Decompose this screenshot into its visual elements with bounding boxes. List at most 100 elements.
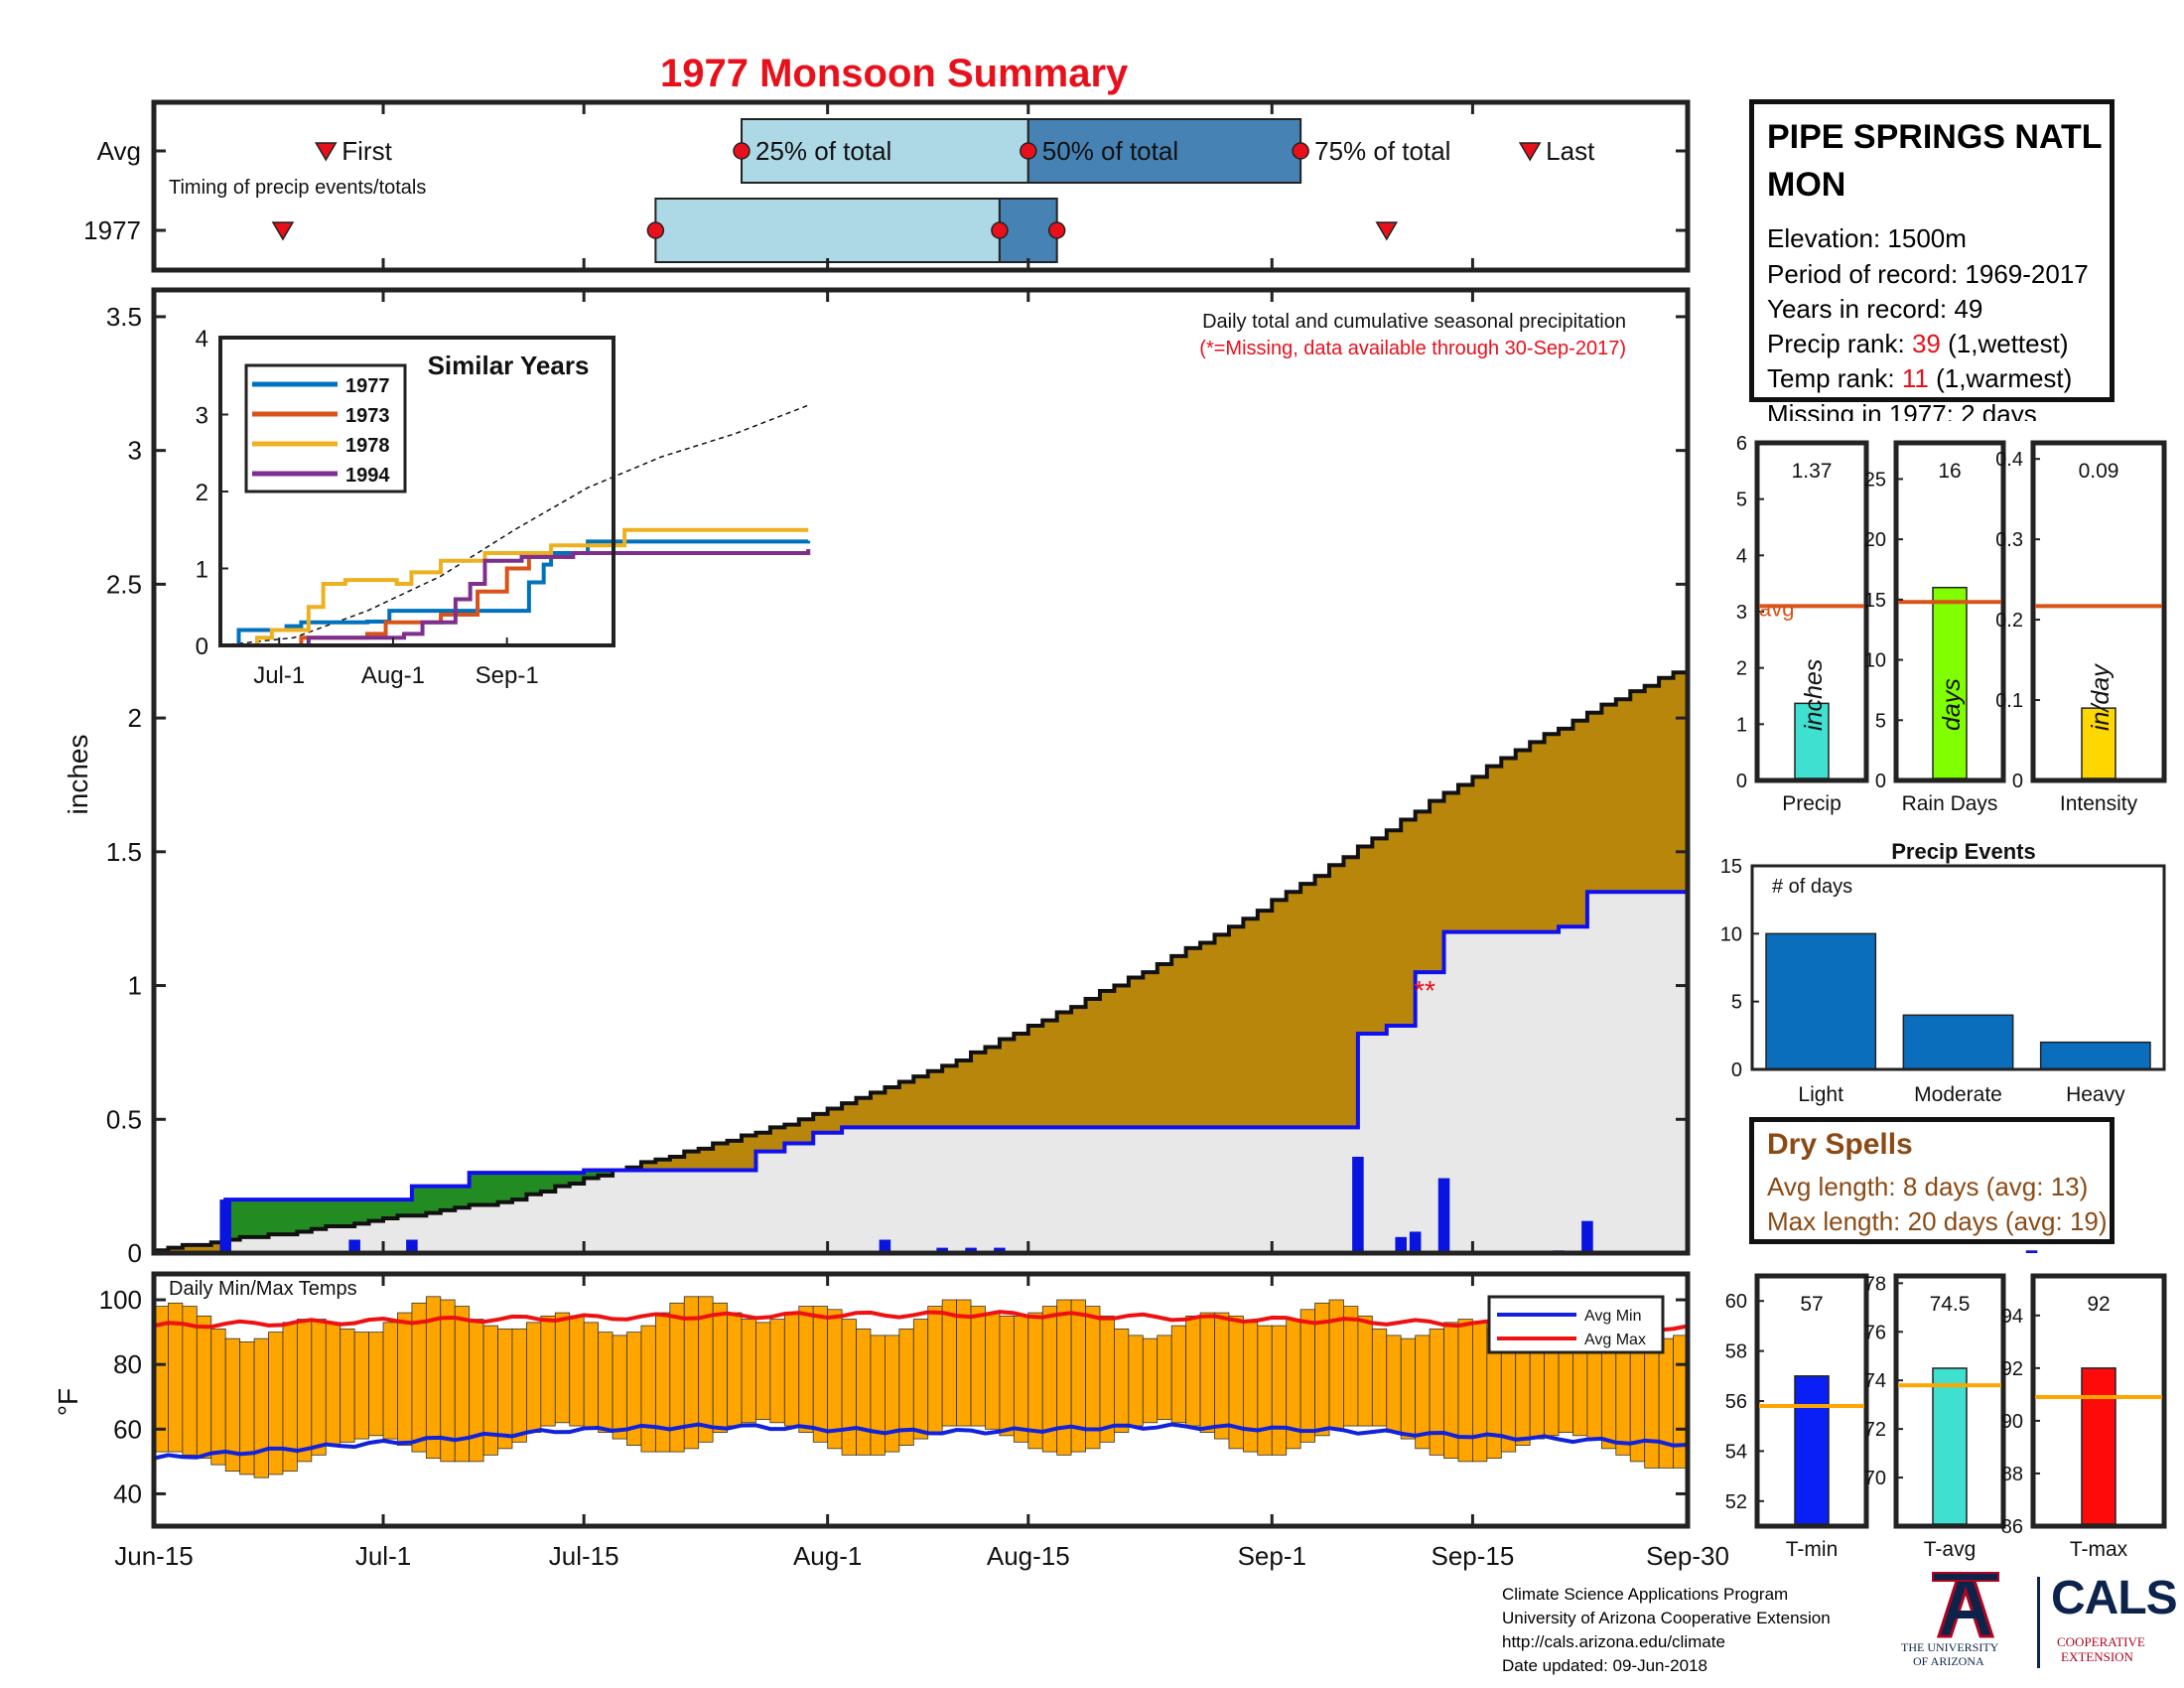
inset-legend-box	[244, 363, 407, 493]
daily-temp-bar	[469, 1319, 484, 1463]
precip-total-ytick-label: 5	[1736, 490, 1747, 511]
timing-row-label: Avg	[97, 136, 141, 166]
daily-precip-bar	[348, 1239, 360, 1253]
temp-ylabel: °F	[53, 1388, 83, 1416]
precip-missing-note: (*=Missing, data available through 30-Se…	[1199, 338, 1626, 359]
intensity-ytick-label: 0.3	[1995, 529, 2023, 551]
inset-ytick-label: 3	[196, 403, 208, 430]
event-bar-heavy	[2039, 1041, 2151, 1070]
daily-temp-bar	[1056, 1299, 1072, 1456]
y1977-cumulative-line	[154, 890, 1688, 1255]
daily-temp-bar	[397, 1312, 413, 1446]
station-temp-rank: Temp rank: 11 (1,warmest)	[1767, 363, 2072, 394]
daily-temp-bar	[927, 1306, 943, 1433]
rain-days-ytick-label: 25	[1864, 469, 1886, 491]
events-ytick-label: 15	[1720, 856, 1742, 878]
t-max-bar	[2081, 1367, 2116, 1525]
temp-ytick-label: 100	[99, 1285, 142, 1315]
rain-days-category-label: Rain Days	[1902, 792, 1998, 815]
t-avg-frame	[1893, 1273, 2006, 1529]
daily-temp-bar	[368, 1332, 384, 1437]
inset-ytick-label: 4	[196, 326, 208, 352]
daily-temp-bar	[353, 1332, 369, 1440]
daily-precip-bar	[1395, 1236, 1407, 1253]
t-max-frame	[2030, 1273, 2167, 1529]
daily-temp-bar	[1242, 1322, 1259, 1453]
precip-rank-value: 39	[1911, 329, 1941, 358]
daily-temp-bar	[1644, 1335, 1660, 1469]
precip-total-ytick-label: 0	[1736, 771, 1747, 792]
t-max-ytick-label: 88	[2001, 1464, 2023, 1485]
temp-ytick-label: 40	[113, 1478, 142, 1508]
ua-a-icon	[1932, 1572, 1999, 1638]
t-avg-bar	[1932, 1367, 1968, 1525]
t-max-ytick-label: 90	[2001, 1411, 2023, 1433]
daily-precip-bar	[936, 1247, 948, 1253]
daily-precip-bar	[1581, 1220, 1593, 1253]
station-period: Period of record: 1969-2017	[1767, 259, 2089, 289]
logo-divider	[2037, 1577, 2040, 1668]
daily-temp-bar	[1027, 1312, 1043, 1450]
daily-temp-bar	[268, 1332, 284, 1476]
t-min-ytick-label: 54	[1725, 1441, 1747, 1463]
daily-temp-bar	[210, 1328, 226, 1466]
timing-p25-label: 25% of total	[755, 136, 891, 166]
inset-ytick-label: 1	[196, 557, 208, 584]
daily-temp-bar	[1199, 1312, 1215, 1433]
daily-temp-bar	[497, 1328, 513, 1450]
temp-ytick-label: 60	[113, 1414, 142, 1444]
date-tick-label: Sep-15	[1431, 1541, 1514, 1571]
avg-max-line	[153, 1310, 1689, 1333]
daily-temp-bar	[1457, 1319, 1473, 1463]
footer-line-1: Climate Science Applications Program	[1502, 1585, 1789, 1604]
dry-spells-title: Dry Spells	[1767, 1128, 1913, 1161]
avg-cumulative-area	[154, 666, 1688, 1253]
precip-ytick-label: 0	[128, 1238, 142, 1268]
daily-temp-bar	[411, 1302, 427, 1453]
daily-temp-bar	[856, 1328, 872, 1456]
precip-total-ytick-label: 3	[1736, 602, 1747, 624]
precip-total-unit-label: inches	[1800, 659, 1828, 731]
precip-total-value-label: 1.37	[1792, 460, 1833, 483]
daily-temp-bar	[941, 1299, 957, 1427]
daily-temp-bar	[311, 1319, 327, 1456]
timing-box-lower-1	[654, 198, 1001, 263]
daily-temp-bar	[798, 1306, 814, 1433]
precip-ytick-label: 2.5	[106, 569, 142, 599]
daily-temp-bar	[1013, 1315, 1029, 1443]
rain-days-frame	[1893, 440, 2006, 783]
temp-legend-box	[1487, 1295, 1665, 1354]
inset-title: Similar Years	[428, 351, 590, 380]
t-max-value-label: 92	[2087, 1293, 2110, 1316]
date-tick-label: Aug-15	[987, 1541, 1070, 1571]
timing-last-marker	[1375, 221, 1399, 241]
t-avg-ytick-label: 78	[1864, 1273, 1886, 1295]
daily-temp-bar	[569, 1315, 585, 1427]
date-tick-label: Sep-1	[1238, 1541, 1306, 1571]
daily-precip-bar	[219, 1199, 231, 1253]
cals-logo-sub1: COOPERATIVE	[2057, 1634, 2145, 1649]
date-tick-label: Aug-1	[793, 1541, 862, 1571]
date-tick-label: Jul-15	[549, 1541, 619, 1571]
daily-temp-bar	[827, 1309, 843, 1450]
t-avg-ytick-label: 74	[1864, 1370, 1886, 1392]
ua-logo: THE UNIVERSITY OF ARIZONA	[1901, 1571, 2020, 1670]
precip-total-ytick-label: 2	[1736, 658, 1747, 680]
daily-temp-bar	[1257, 1325, 1273, 1456]
daily-temp-bar	[1142, 1337, 1159, 1424]
precip-events-frame	[1750, 864, 2166, 1071]
legend-avg-min-label: Avg Min	[1584, 1308, 1642, 1325]
daily-temp-bar	[612, 1335, 627, 1440]
timing-first-label: First	[341, 136, 392, 166]
precip-ytick-label: 1.5	[106, 837, 142, 867]
below-average-area	[154, 892, 1688, 1253]
timing-p75-label: 75% of total	[1314, 136, 1450, 166]
daily-temp-bar	[1515, 1337, 1531, 1446]
timing-percentile-marker	[1020, 142, 1037, 160]
daily-temp-bar	[526, 1322, 542, 1433]
inset-xtick-label: Aug-1	[361, 662, 425, 689]
timing-plot-frame	[151, 99, 1691, 273]
daily-precip-bar	[1409, 1231, 1422, 1253]
